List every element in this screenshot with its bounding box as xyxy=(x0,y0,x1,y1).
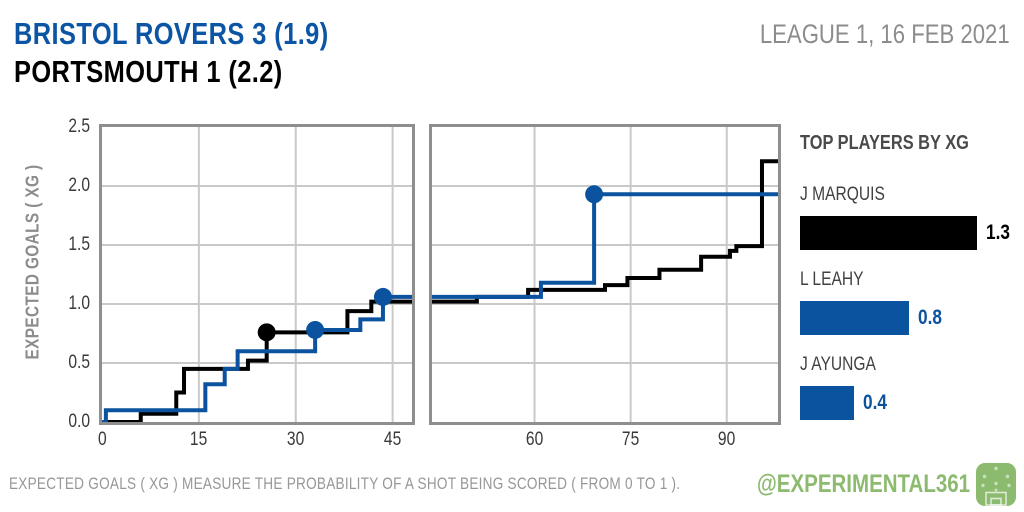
player-xg-value: 1.3 xyxy=(986,221,1015,245)
xg-line-bristol-rovers xyxy=(432,192,778,299)
second-half-svg xyxy=(432,127,778,422)
x-tick-label-text: 15 xyxy=(190,429,208,450)
y-axis-title: EXPECTED GOALS ( XG ) xyxy=(22,164,43,360)
x-tick-label-text: 75 xyxy=(621,429,640,450)
credit-handle-text: @EXPERIMENTAL361 xyxy=(756,470,970,498)
first-half-svg xyxy=(102,127,412,424)
top-players-title-text: TOP PLAYERS BY XG xyxy=(800,132,969,154)
x-tick-label: 60 xyxy=(513,429,557,451)
player-xg-value-text: 0.4 xyxy=(863,391,887,414)
goal-marker-bristol-rovers xyxy=(306,320,325,339)
x-tick-label: 30 xyxy=(274,429,318,451)
first-half-plot xyxy=(99,124,415,425)
x-tick-label: 75 xyxy=(609,429,653,451)
home-team-score-title: BRISTOL ROVERS 3 (1.9) xyxy=(14,16,398,52)
x-tick-label: 15 xyxy=(177,429,221,451)
away-team-score-title: PORTSMOUTH 1 (2.2) xyxy=(14,54,342,90)
x-tick-label-text: 90 xyxy=(718,429,736,450)
y-tick-label-text: 2.0 xyxy=(67,175,90,196)
player-name: L LEAHY xyxy=(800,269,877,291)
home-team-score-text: BRISTOL ROVERS 3 (1.9) xyxy=(14,16,329,51)
player-xg-value-text: 1.3 xyxy=(986,221,1010,244)
xg-definition-text: EXPECTED GOALS ( XG ) MEASURE THE PROBAB… xyxy=(9,474,681,493)
x-tick-label-text: 0 xyxy=(97,429,107,450)
away-team-score-text: PORTSMOUTH 1 (2.2) xyxy=(14,54,283,89)
football-pitch-icon-svg xyxy=(981,466,1011,506)
x-tick-label-text: 45 xyxy=(383,429,402,450)
player-xg-value-text: 0.8 xyxy=(918,306,942,329)
player-name: J AYUNGA xyxy=(800,354,893,376)
player-xg-bar xyxy=(800,216,977,250)
x-tick-label-text: 30 xyxy=(287,429,305,450)
credit-handle: @EXPERIMENTAL361 xyxy=(710,470,970,499)
player-name-text: L LEAHY xyxy=(800,269,864,290)
football-pitch-icon xyxy=(976,463,1016,506)
player-name: J MARQUIS xyxy=(800,184,903,206)
top-players-title: TOP PLAYERS BY XG xyxy=(800,132,1006,155)
x-tick-label: 0 xyxy=(80,429,124,451)
player-name-text: J MARQUIS xyxy=(800,184,885,205)
y-tick-label-text: 1.0 xyxy=(67,293,90,314)
competition-date-text: LEAGUE 1, 16 FEB 2021 xyxy=(760,19,1010,49)
player-xg-value: 0.8 xyxy=(918,306,947,330)
y-tick-label-text: 2.5 xyxy=(67,116,90,137)
x-tick-label: 45 xyxy=(371,429,415,451)
goal-marker-portsmouth xyxy=(257,323,276,342)
y-tick-label-text: 0.0 xyxy=(67,411,90,432)
competition-date: LEAGUE 1, 16 FEB 2021 xyxy=(705,19,1010,50)
second-half-plot xyxy=(429,124,781,425)
player-xg-bar xyxy=(800,386,854,420)
y-tick-label-text: 0.5 xyxy=(67,352,90,373)
xg-line-bristol-rovers xyxy=(102,294,412,424)
y-tick-label: 1.0 xyxy=(50,293,92,315)
player-xg-bar xyxy=(800,301,909,335)
y-tick-label: 2.0 xyxy=(50,175,92,197)
y-tick-label: 0.0 xyxy=(50,411,92,433)
xg-line-portsmouth xyxy=(102,299,412,424)
y-tick-label: 0.5 xyxy=(50,352,92,374)
x-tick-label-text: 60 xyxy=(525,429,544,450)
y-tick-label: 1.5 xyxy=(50,234,92,256)
goal-marker-bristol-rovers xyxy=(373,287,392,306)
player-name-text: J AYUNGA xyxy=(800,354,876,375)
player-xg-value: 0.4 xyxy=(863,391,892,415)
xg-definition-note: EXPECTED GOALS ( XG ) MEASURE THE PROBAB… xyxy=(9,474,848,494)
y-tick-label: 2.5 xyxy=(50,116,92,138)
y-tick-label-text: 1.5 xyxy=(67,234,90,255)
x-tick-label: 90 xyxy=(705,429,749,451)
goal-marker-bristol-rovers xyxy=(585,185,604,204)
